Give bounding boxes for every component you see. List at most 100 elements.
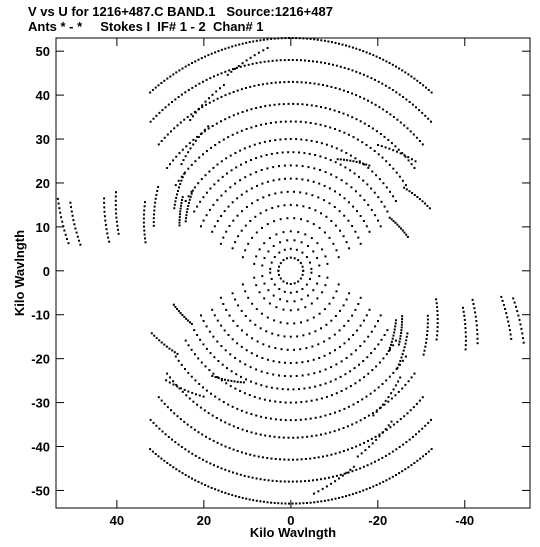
uv-point: [325, 485, 328, 488]
uv-point: [367, 99, 369, 102]
uv-point: [418, 430, 421, 433]
uv-point: [386, 329, 389, 332]
uv-point: [425, 341, 427, 344]
uv-point: [506, 316, 509, 319]
uv-point: [289, 256, 292, 259]
uv-point: [283, 164, 286, 167]
uv-point: [216, 441, 219, 444]
uv-point: [337, 283, 340, 286]
uv-point: [334, 315, 337, 317]
uv-point: [163, 79, 166, 82]
uv-point: [250, 187, 253, 190]
uv-point: [366, 75, 369, 78]
uv-point: [235, 373, 238, 376]
uv-point: [387, 396, 390, 399]
uv-point: [476, 337, 479, 340]
uv-point: [183, 118, 186, 121]
uv-point: [371, 442, 374, 445]
uv-point: [436, 330, 439, 333]
uv-point: [399, 376, 402, 379]
uv-point: [274, 192, 277, 195]
uv-point: [342, 89, 345, 92]
uv-point: [245, 190, 248, 193]
uv-point: [179, 207, 182, 210]
uv-point: [474, 311, 477, 314]
uv-point: [264, 105, 267, 108]
uv-point: [405, 233, 408, 236]
uv-point: [402, 349, 405, 352]
uv-point: [211, 125, 214, 127]
uv-point: [296, 436, 299, 439]
uv-point: [255, 39, 258, 42]
uv-point: [179, 210, 182, 213]
uv-point: [212, 99, 215, 102]
uv-point: [399, 360, 402, 362]
uv-point: [333, 333, 336, 336]
uv-point: [153, 205, 156, 208]
uv-point: [200, 178, 203, 181]
uv-point: [358, 48, 361, 51]
uv-point: [191, 86, 194, 89]
uv-point: [301, 288, 304, 290]
uv-point: [239, 65, 242, 68]
uv-point: [283, 59, 286, 62]
uv-point: [377, 343, 380, 346]
uv-point: [204, 100, 207, 103]
uv-point: [210, 52, 213, 55]
uv-point: [332, 475, 334, 478]
uv-point: [191, 452, 194, 455]
uv-point: [262, 343, 265, 346]
uv-point: [262, 500, 265, 503]
uv-point: [259, 433, 262, 436]
uv-point: [284, 361, 286, 364]
uv-point: [318, 312, 321, 315]
uv-point: [154, 197, 157, 200]
uv-point: [392, 344, 395, 347]
uv-point: [435, 298, 438, 301]
uv-point: [305, 347, 308, 350]
uv-point: [289, 309, 292, 312]
uv-point: [374, 103, 377, 106]
uv-point: [187, 390, 190, 393]
uv-point: [372, 54, 375, 57]
uv-point: [188, 198, 191, 201]
uv-point: [373, 389, 376, 392]
uv-point: [330, 145, 333, 148]
uv-point: [394, 145, 397, 148]
uv-point: [463, 318, 466, 321]
uv-point: [220, 324, 223, 327]
uv-point: [259, 327, 262, 330]
uv-point: [276, 387, 279, 390]
uv-point: [365, 225, 368, 228]
uv-point: [263, 478, 266, 481]
uv-point: [312, 250, 315, 253]
uv-point: [342, 427, 345, 429]
uv-point: [347, 319, 350, 322]
uv-point: [388, 62, 391, 64]
uv-point: [316, 242, 319, 245]
uv-point: [303, 387, 306, 390]
uv-point: [305, 283, 308, 286]
uv-point: [184, 91, 187, 94]
uv-point: [280, 502, 283, 505]
uv-point: [310, 435, 313, 438]
uv-point: [160, 82, 163, 84]
uv-point: [149, 91, 152, 94]
uv-point: [359, 419, 362, 422]
uv-point: [197, 136, 200, 138]
uv-point: [368, 308, 371, 311]
uv-point: [197, 357, 200, 360]
uv-point: [192, 143, 195, 146]
uv-point: [256, 199, 259, 202]
uv-point: [286, 300, 289, 303]
uv-point: [175, 383, 178, 386]
uv-point: [273, 103, 276, 106]
uv-point: [227, 46, 230, 49]
uv-point: [286, 257, 288, 260]
uv-point: [216, 163, 219, 166]
uv-point: [196, 135, 199, 138]
uv-point: [321, 248, 324, 251]
uv-point: [197, 182, 200, 185]
uv-point: [300, 458, 303, 461]
